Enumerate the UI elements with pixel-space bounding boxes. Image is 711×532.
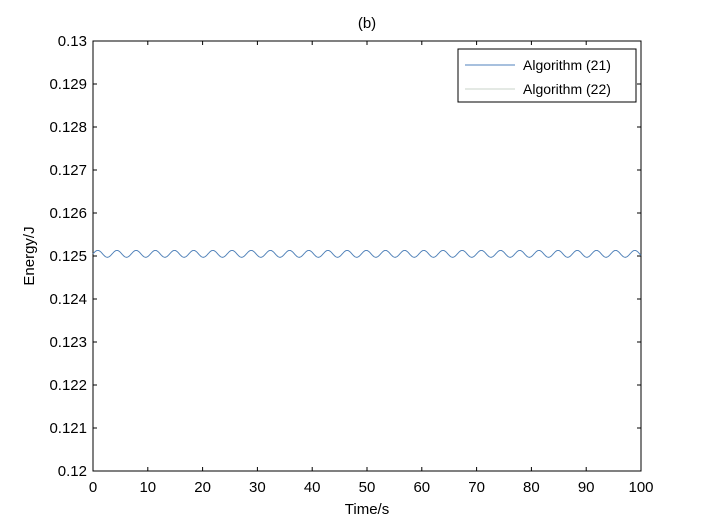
- y-tick-label: 0.13: [58, 33, 87, 50]
- x-tick-label: 100: [628, 479, 653, 496]
- x-tick-label: 50: [359, 479, 376, 496]
- y-tick-label: 0.121: [49, 420, 87, 437]
- x-tick-label: 60: [413, 479, 430, 496]
- chart-title: (b): [358, 15, 376, 32]
- x-tick-label: 80: [523, 479, 540, 496]
- plot-area: [92, 40, 642, 472]
- x-axis-ticks: 0 10 20 30 40 50 60 70 80 90 100: [89, 41, 654, 496]
- y-tick-label: 0.124: [49, 291, 87, 308]
- x-tick-label: 70: [468, 479, 485, 496]
- series-lines: [92, 249, 642, 258]
- y-tick-label: 0.125: [49, 248, 87, 265]
- y-tick-label: 0.12: [58, 463, 87, 480]
- y-tick-label: 0.122: [49, 377, 87, 394]
- legend-label-algorithm-22: Algorithm (22): [523, 81, 611, 97]
- y-tick-label: 0.126: [49, 205, 87, 222]
- x-tick-label: 90: [578, 479, 595, 496]
- x-tick-label: 10: [139, 479, 156, 496]
- y-tick-label: 0.127: [49, 162, 87, 179]
- x-tick-label: 40: [304, 479, 321, 496]
- series-line: [92, 249, 642, 258]
- y-tick-label: 0.129: [49, 76, 87, 93]
- y-axis-label: Energy/J: [21, 226, 38, 285]
- y-tick-label: 0.123: [49, 334, 87, 351]
- legend-label-algorithm-21: Algorithm (21): [523, 57, 611, 73]
- y-tick-label: 0.128: [49, 119, 87, 136]
- x-tick-label: 30: [249, 479, 266, 496]
- y-axis-ticks: 0.12 0.121 0.122 0.123 0.124 0.125 0.126 0.127 0…: [49, 33, 641, 480]
- x-tick-label: 20: [194, 479, 211, 496]
- legend-box: [457, 48, 637, 103]
- legend: Algorithm (21) Algorithm (22): [457, 48, 637, 103]
- x-axis-label: Time/s: [345, 501, 389, 518]
- x-tick-label: 0: [89, 479, 97, 496]
